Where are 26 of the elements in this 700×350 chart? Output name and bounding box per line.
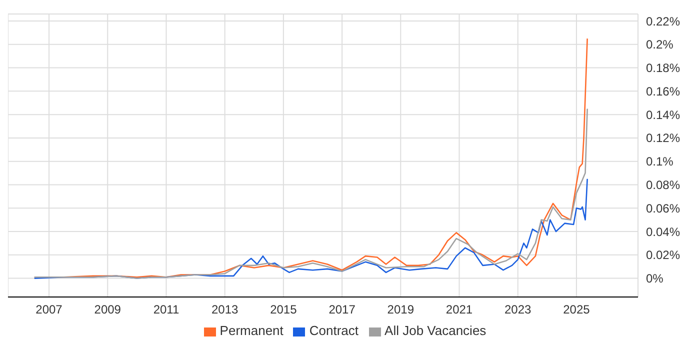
- x-tick-label: 2021: [446, 302, 473, 317]
- x-tick-label: 2013: [211, 302, 239, 317]
- y-tick-label: 0.18%: [646, 61, 680, 76]
- legend-label: All Job Vacancies: [384, 323, 486, 338]
- x-tick-label: 2015: [270, 302, 298, 317]
- x-tick-label: 2007: [36, 302, 63, 317]
- y-tick-label: 0.04%: [646, 224, 680, 239]
- y-tick-label: 0.2%: [646, 38, 674, 52]
- x-tick-label: 2019: [387, 302, 414, 317]
- y-tick-label: 0.1%: [646, 154, 674, 169]
- y-tick-label: 0.08%: [646, 178, 680, 192]
- line-series: [34, 108, 588, 279]
- x-tick-label: 2025: [563, 302, 590, 317]
- legend-label: Contract: [309, 323, 359, 338]
- y-tick-label: 0.14%: [646, 108, 680, 122]
- x-tick-label: 2011: [153, 302, 180, 317]
- y-tick-label: 0%: [646, 272, 664, 286]
- y-tick-label: 0.16%: [646, 84, 680, 98]
- x-tick-label: 2009: [94, 302, 122, 317]
- legend-label: Permanent: [220, 323, 284, 338]
- y-tick-label: 0.02%: [646, 248, 680, 262]
- y-tick-label: 0.12%: [646, 131, 680, 146]
- x-tick-label: 2017: [328, 302, 356, 317]
- x-tick-label: 2023: [504, 302, 532, 317]
- y-tick-label: 0.22%: [646, 14, 680, 28]
- y-tick-label: 0.06%: [646, 201, 680, 216]
